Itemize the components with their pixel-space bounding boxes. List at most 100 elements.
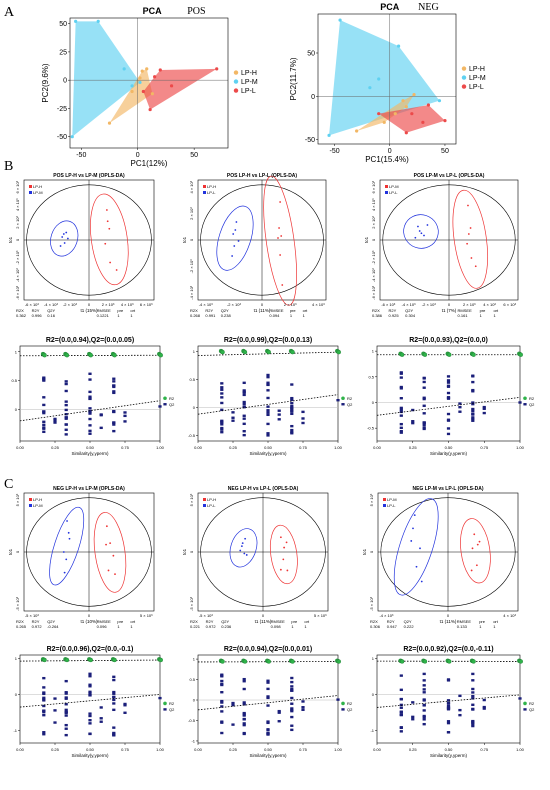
q2-marker [290,715,294,719]
point-lp-l [377,112,381,116]
q2-marker [64,433,68,436]
q2-marker [42,692,46,696]
perm-neg-hm: 0.00 0.25 0.50 0.75 1.00 1 0 -1 R2=(0.0,0.96),Q2… [13,646,175,758]
q2-marker [266,409,270,412]
q2-marker [399,385,403,389]
q2-marker [446,679,451,682]
x-tick-label: 0 [262,613,265,618]
legend-label: LP-M [33,503,43,508]
stats-header: pre [290,308,297,313]
q2-marker [231,703,235,707]
point [66,237,69,240]
q2-marker [290,428,294,432]
point [245,554,248,556]
q2-marker [99,717,103,720]
x-tick-label: 0.75 [121,445,130,450]
y-tick-label: 1 [15,349,18,354]
q2-marker [471,722,475,726]
q2-marker [42,699,46,702]
y-tick-label: 4 × 10³ [189,180,194,193]
group-ellipse [452,189,488,289]
q2-marker [471,402,475,406]
x-axis-label: Similarity(y,yperm) [430,753,467,758]
point [418,230,421,232]
q2-marker [446,412,451,416]
q2-marker [112,410,116,414]
q2-marker [471,417,475,421]
q2-marker [301,700,305,703]
r2-marker [88,353,93,358]
q2-marker [112,675,116,679]
q2-trend [19,400,161,422]
q2-marker [242,393,246,397]
q2-original [336,698,340,701]
x-tick-label: -6 × 10³ [25,302,40,307]
chart-title: R2=(0.0,0.94),Q2=(0.0,0.05) [46,337,134,344]
stats-value: 0.094 [269,313,280,318]
q2-marker [242,680,246,683]
y-tick-label: -6 × 10³ [15,285,20,300]
point [417,225,419,228]
stats-value: 0.304 [405,313,416,318]
q2-marker [64,696,68,699]
group-ellipse [49,506,85,586]
q2-marker [482,705,486,709]
stats-header: Q2Y [221,619,229,624]
q2-marker [290,687,294,691]
x-tick-label: 0 [388,148,392,155]
q2-marker [422,396,426,399]
plot-frame [19,654,161,744]
q2-marker [53,697,57,700]
y-axis-label: to1 [182,548,187,555]
q2-marker [220,701,224,704]
q2-marker [42,691,46,694]
stats-header: R2Y [389,308,397,313]
y-tick-label: 5 × 10³ [369,493,374,506]
q2-marker [99,426,103,430]
x-tick-label: 0.75 [299,445,308,450]
y-tick-label: 1 [193,657,196,662]
q2-marker [64,727,68,730]
x-tick-label: 0 [448,302,451,307]
y-tick-label: 0.5 [11,378,17,383]
legend-marker [523,396,527,401]
y-tick-label: 0.5 [189,377,195,382]
stats-header: RMSEE [457,619,472,624]
point [476,543,479,546]
q2-marker [290,383,294,386]
chart-title: R2=(0.0,0.94),Q2=(0.0,0.01) [224,646,312,653]
q2-marker [399,422,403,426]
q2-marker [266,405,270,408]
q2-marker [220,679,224,683]
q2-marker [88,714,92,718]
q2-marker [64,692,68,695]
opls-pos-hm: -6 × 10³ -4 × 10³ -2 × 10³ 0 2 × 10³ 4 × 10³ 6… [8,173,155,318]
q2-marker [290,696,294,700]
stats-header: Q2Y [405,308,413,313]
x-tick-label: 0.50 [264,747,273,752]
q2-marker [471,409,475,413]
point-lp-h [145,67,149,71]
q2-marker [482,698,486,702]
q2-marker [290,728,294,732]
y-tick-label: 0 [372,400,375,405]
q2-marker [446,720,451,723]
q2-marker [422,412,426,415]
q2-marker [290,398,294,402]
hotelling-ellipse [200,184,324,296]
chart-tag: POS [187,6,205,17]
y-tick-label: 0 [15,238,20,241]
y-tick-label: -4 × 10³ [15,268,20,283]
q2-marker [53,419,57,422]
legend-marker [29,498,32,501]
q2-marker [242,722,246,725]
stats-value: 1 [130,624,133,629]
panel-label-c: C [4,477,13,492]
q2-marker [64,408,68,412]
q2-marker [64,723,68,727]
x-tick-label: 1.00 [516,445,525,450]
q2-marker [220,428,224,431]
y-tick-label: 50 [307,51,315,58]
y-tick-label: -1 [370,728,374,733]
y-tick-label: 1 [372,656,375,661]
